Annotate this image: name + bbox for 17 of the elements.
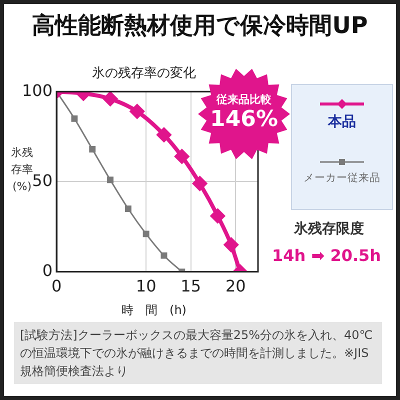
legend-label: メーカー従来品 (302, 171, 382, 185)
y-tick-label: 50 (32, 170, 53, 190)
chart-subtitle: 氷の残存率の変化 (91, 65, 197, 82)
y-tick-label: 0 (42, 260, 53, 280)
chart-title: 高性能断熱材使用で保冷時間UP (31, 12, 369, 41)
y-axis-title: 氷残存率(%) (10, 145, 33, 195)
x-tick-label: 15 (180, 276, 202, 296)
x-tick-label: 10 (136, 276, 156, 296)
text: 氷残存限度 (294, 220, 364, 238)
annotation: 146% (209, 107, 279, 133)
text: 14h ➡ 20.5h (272, 245, 382, 267)
x-tick-label: 20 (225, 276, 246, 296)
y-tick-label: 100 (22, 80, 53, 100)
annotation: 従来品比較 (215, 92, 272, 107)
legend-label: 本品 (326, 113, 357, 131)
x-axis-title: 時 間 (h) (120, 302, 188, 319)
text: [試験方法]クーラーボックスの最大容量25%分の氷を入れ、40℃の恒温環境下での氷が融けきるまでの時間を計測しました。※JIS規格簡便検査法より (14, 322, 382, 384)
